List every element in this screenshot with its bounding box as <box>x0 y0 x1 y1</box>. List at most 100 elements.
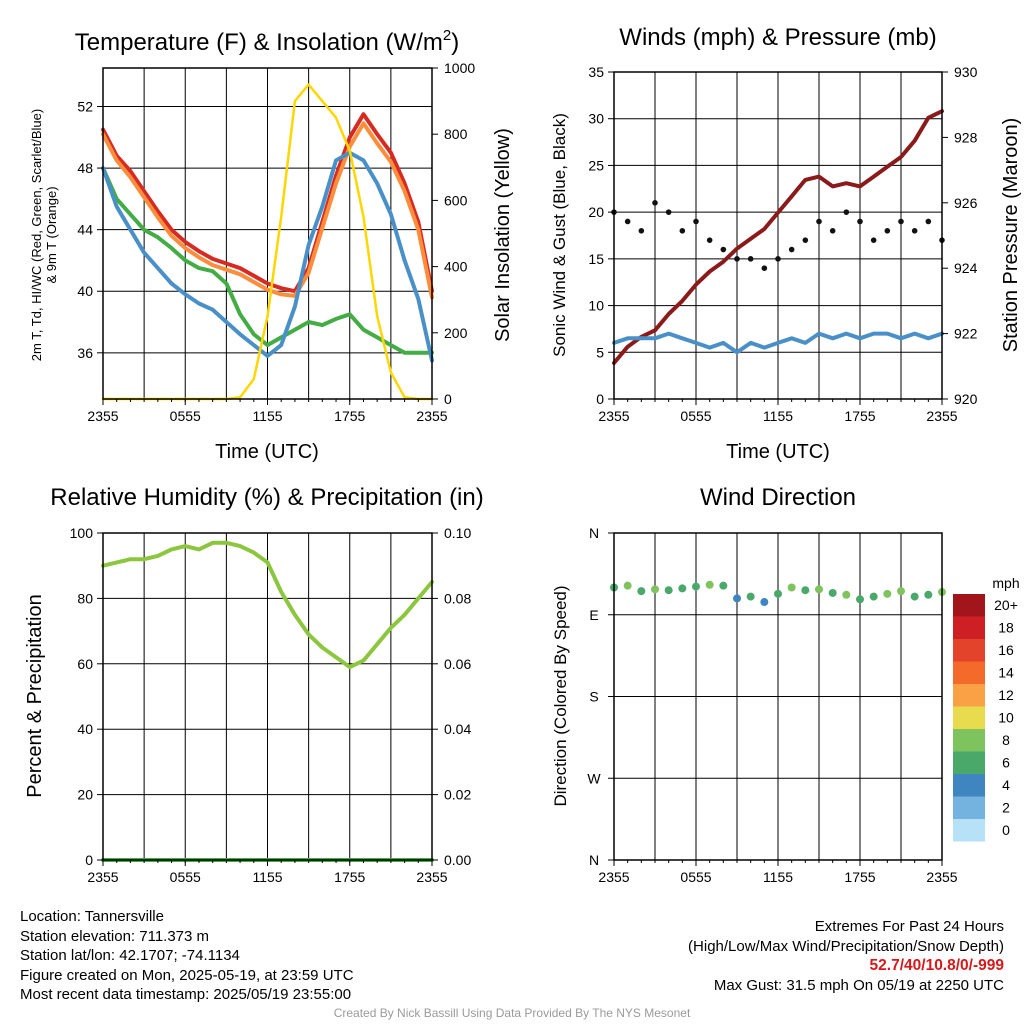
humidity-title: Relative Humidity (%) & Precipitation (i… <box>50 484 483 511</box>
humidity-panel: Relative Humidity (%) & Precipitation (i… <box>24 484 484 885</box>
gust-point <box>720 246 727 253</box>
colorbar-title: mph <box>992 575 1019 591</box>
gust-point <box>816 218 822 225</box>
temperature-ylabel-line1: 2m T, Td, HI/WC (Red, Green, Scarlet/Blu… <box>29 109 44 361</box>
gust-point <box>747 256 754 262</box>
y2-tick-label: 0.06 <box>444 656 471 672</box>
y-tick-label: 35 <box>588 64 604 80</box>
x-tick-label: 2355 <box>598 408 629 424</box>
colorbar-swatch <box>953 684 985 707</box>
y-tick-label: N <box>589 852 599 868</box>
series-line <box>101 540 434 670</box>
y-tick-label: 0 <box>85 852 93 868</box>
colorbar-swatch <box>953 706 985 729</box>
direction-point <box>856 595 864 604</box>
gust-point <box>857 218 863 225</box>
y-tick-label: 15 <box>588 251 604 267</box>
colorbar-swatch <box>953 729 985 752</box>
y-tick-label: 80 <box>77 590 93 606</box>
station-latlon: Station lat/lon: 42.1707; -74.1134 <box>20 947 240 964</box>
colorbar-label: 8 <box>1002 732 1010 748</box>
direction-point <box>869 592 878 601</box>
station-location: Location: Tannersville <box>20 908 164 925</box>
y2-tick-label: 0.10 <box>444 525 471 541</box>
y-tick-label: 20 <box>588 204 604 220</box>
colorbar-swatch <box>953 594 985 617</box>
direction-point <box>842 590 851 599</box>
wind-direction-ylabel: Direction (Colored By Speed) <box>551 585 570 806</box>
max-gust: Max Gust: 31.5 mph On 05/19 at 2250 UTC <box>713 976 1004 994</box>
direction-point <box>733 594 741 603</box>
x-tick-label: 1155 <box>763 869 793 885</box>
y-tick-label: 5 <box>596 344 604 360</box>
y2-tick-label: 930 <box>954 64 978 80</box>
winds-xlabel: Time (UTC) <box>726 441 830 463</box>
y2-tick-label: 0.04 <box>444 721 471 737</box>
gust-point <box>665 209 672 215</box>
extremes-info: Extremes For Past 24 Hours (High/Low/Max… <box>688 917 1004 995</box>
direction-point <box>801 586 810 595</box>
series-line <box>612 109 944 365</box>
gust-point <box>925 218 932 225</box>
temperature-xlabel: Time (UTC) <box>215 441 319 463</box>
y2-tick-label: 1000 <box>444 60 475 76</box>
x-tick-label: 1155 <box>252 869 282 885</box>
speed-colorbar: mph 20+ 18 16 14 12 10 8 6 4 2 0 <box>953 575 1020 842</box>
direction-point <box>664 586 673 595</box>
wind-direction-title: Wind Direction <box>700 484 856 511</box>
direction-point <box>705 580 714 589</box>
winds-ylabel: Sonic Wind & Gust (Blue, Black) <box>550 113 569 357</box>
x-tick-label: 1755 <box>844 408 875 424</box>
y-tick-label: 44 <box>77 222 93 238</box>
gust-point <box>802 237 809 243</box>
direction-point <box>787 583 796 592</box>
y2-tick-label: 200 <box>444 325 468 341</box>
colorbar-label: 6 <box>1002 755 1010 771</box>
y-tick-label: E <box>589 607 598 623</box>
gust-point <box>652 200 658 206</box>
y-tick-label: W <box>587 770 601 786</box>
series-line <box>101 121 434 300</box>
y2-tick-label: 0.00 <box>444 852 471 868</box>
gust-point <box>706 237 713 243</box>
colorbar-swatch <box>953 751 985 774</box>
temperature-title: Temperature (F) & Insolation (W/m2) <box>75 27 459 56</box>
recent-timestamp: Most recent data timestamp: 2025/05/19 2… <box>20 986 352 1003</box>
direction-point <box>815 585 823 594</box>
station-info: Location: Tannersville Station elevation… <box>20 907 354 1005</box>
colorbar-swatch <box>953 796 985 819</box>
winds-pressure-panel: Winds (mph) & Pressure (mb) 2355 0555 1155… <box>550 24 1022 463</box>
colorbar-label: 2 <box>1002 800 1010 816</box>
y-tick-label: 100 <box>70 525 94 541</box>
y-tick-label: S <box>589 689 598 705</box>
wind-direction-panel: Wind Direction 2355 0555 1155 1755 2355NWSEN… <box>551 484 1020 885</box>
extremes-heading: Extremes For Past 24 Hours <box>814 918 1004 935</box>
colorbar-swatch <box>953 616 985 639</box>
colorbar-label: 14 <box>998 665 1014 681</box>
x-tick-label: 1755 <box>334 408 365 424</box>
y-tick-label: 40 <box>77 283 93 299</box>
x-tick-label: 2355 <box>87 408 118 424</box>
gust-point <box>870 237 877 243</box>
gust-point <box>679 228 686 234</box>
y-tick-label: 40 <box>77 721 93 737</box>
y-tick-label: 60 <box>77 656 93 672</box>
temperature-panel: Temperature (F) & Insolation (W/m2) 2355… <box>29 27 514 463</box>
gust-point <box>624 218 631 225</box>
pressure-ylabel: Station Pressure (Maroon) <box>1000 118 1022 353</box>
direction-point <box>623 581 632 590</box>
y-tick-label: 20 <box>77 787 93 803</box>
extremes-legend: (High/Low/Max Wind/Precipitation/Snow De… <box>688 937 1004 955</box>
colorbar-label: 4 <box>1002 777 1010 793</box>
colorbar-swatch <box>953 661 985 684</box>
x-tick-label: 1755 <box>334 869 365 885</box>
humidity-ylabel: Percent & Precipitation <box>24 594 46 797</box>
gust-point <box>638 228 645 234</box>
y2-tick-label: 926 <box>954 195 978 211</box>
direction-point <box>924 590 933 599</box>
direction-point <box>910 592 919 601</box>
colorbar-label: 20+ <box>994 597 1018 613</box>
y-tick-label: 25 <box>588 157 604 173</box>
winds-title: Winds (mph) & Pressure (mb) <box>619 24 936 51</box>
